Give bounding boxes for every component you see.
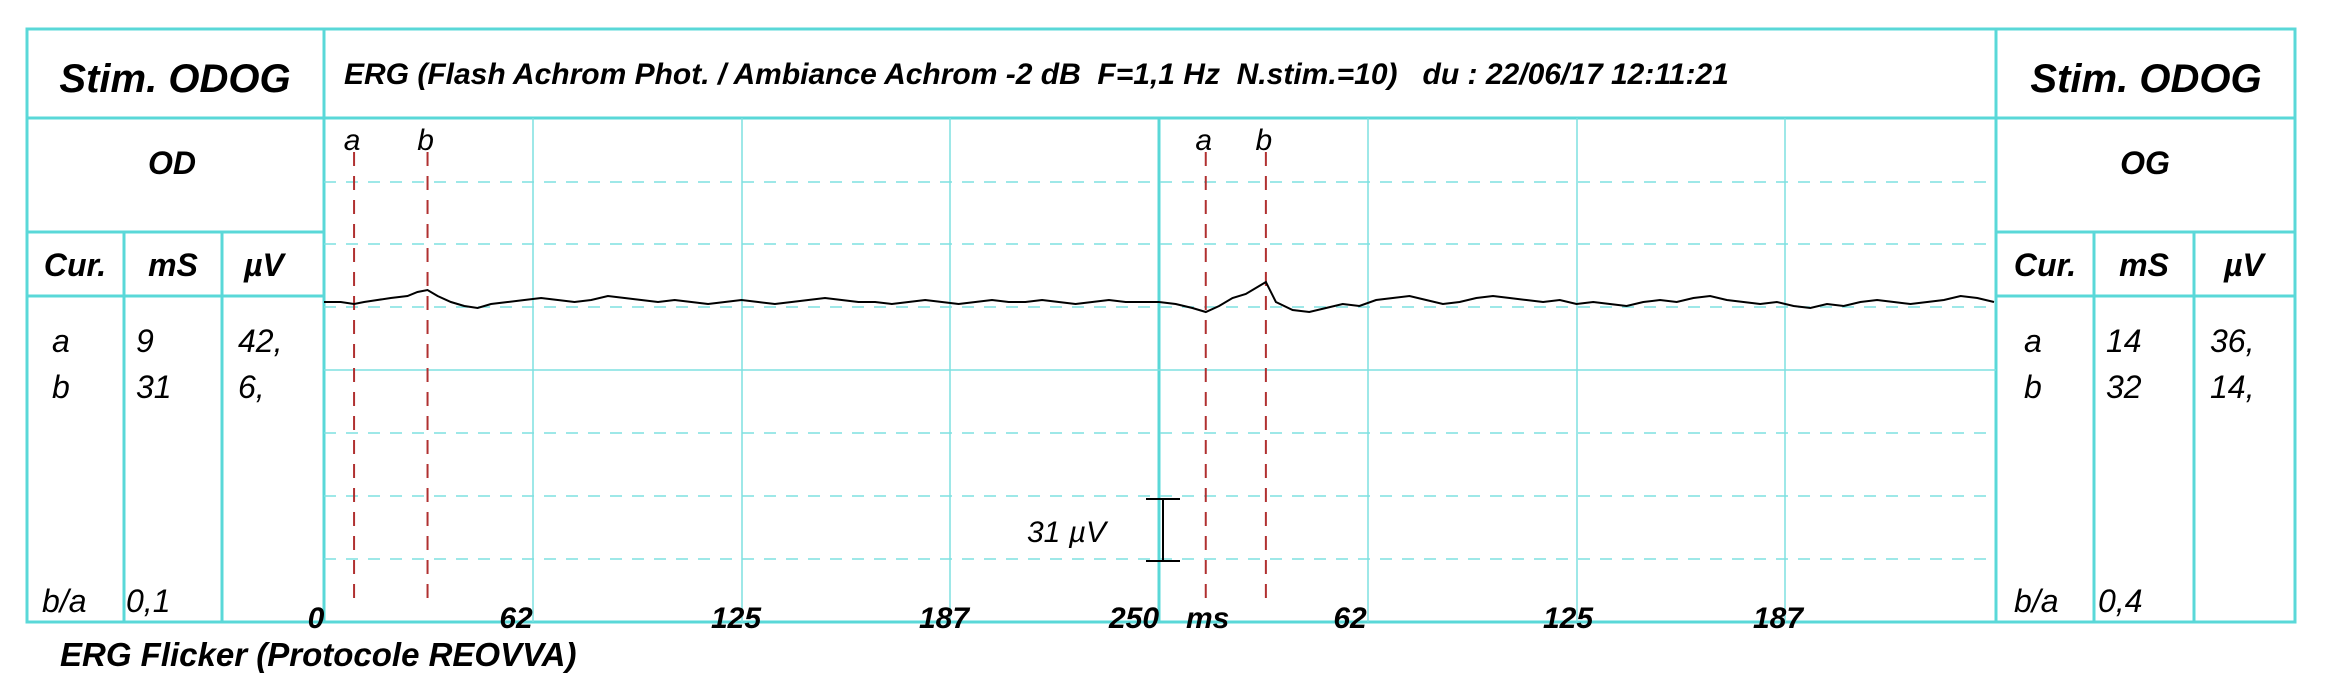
right-title: Stim. ODOG: [2030, 57, 2261, 101]
cursor-label-og-b: b: [1256, 124, 1273, 157]
x-tick-label: 187: [1753, 602, 1804, 635]
x-tick-label: 62: [1333, 602, 1367, 635]
center-title: ERG (Flash Achrom Phot. / Ambiance Achro…: [344, 58, 1729, 91]
plot-area: a b a b 0 62 125 187 250 62 125 187 31 µV ms: [308, 116, 1998, 635]
scale-bar: [1146, 498, 1180, 562]
left-row-a-cursor: a: [52, 323, 70, 359]
right-panel: OG Cur. mS µV a 14 36, b 32 14, b/a 0,4: [2014, 145, 2267, 619]
cursor-label-od-b: b: [417, 124, 434, 157]
x-unit-label: ms: [1186, 602, 1229, 635]
x-tick-label: 187: [919, 602, 970, 635]
x-tick-label: 0: [308, 602, 325, 635]
left-eye-label: OD: [148, 145, 196, 181]
cursor-label-og-a: a: [1195, 124, 1212, 157]
trace-og: [1158, 280, 1995, 314]
left-col-cur: Cur.: [44, 247, 106, 283]
left-row-a-uv: 42,: [238, 323, 282, 359]
right-ratio-value: 0,4: [2098, 583, 2142, 619]
right-row-b-uv: 14,: [2210, 369, 2254, 405]
left-ratio-label: b/a: [42, 583, 86, 619]
x-tick-label: 125: [711, 602, 762, 635]
right-row-a-cursor: a: [2024, 323, 2042, 359]
left-row-b-cursor: b: [52, 369, 70, 405]
right-col-uv: µV: [2223, 247, 2266, 283]
left-ratio-value: 0,1: [126, 583, 170, 619]
scale-bar-label: 31 µV: [1027, 516, 1109, 549]
right-col-cur: Cur.: [2014, 247, 2076, 283]
x-tick-label: 125: [1543, 602, 1594, 635]
right-ratio-label: b/a: [2014, 583, 2058, 619]
left-row-b-ms: 31: [136, 369, 172, 405]
footer-protocol: ERG Flicker (Protocole REOVVA): [60, 636, 577, 673]
left-col-ms: mS: [148, 247, 198, 283]
left-row-a-ms: 9: [136, 323, 154, 359]
right-row-a-uv: 36,: [2210, 323, 2254, 359]
right-row-b-ms: 32: [2106, 369, 2142, 405]
cursor-label-od-a: a: [344, 124, 361, 157]
erg-traces: [324, 280, 1995, 314]
right-col-ms: mS: [2119, 247, 2169, 283]
right-eye-label: OG: [2120, 145, 2170, 181]
right-row-a-ms: 14: [2106, 323, 2142, 359]
left-col-uv: µV: [243, 247, 286, 283]
trace-od: [324, 288, 1159, 310]
x-tick-labels: 0 62 125 187 250 62 125 187: [308, 602, 1805, 635]
left-panel: OD Cur. mS µV a 9 42, b 31 6, b/a 0,1: [42, 145, 287, 619]
left-title: Stim. ODOG: [59, 57, 290, 101]
x-tick-label: 250: [1108, 602, 1159, 635]
x-tick-label: 62: [499, 602, 533, 635]
left-row-b-uv: 6,: [238, 369, 265, 405]
right-row-b-cursor: b: [2024, 369, 2042, 405]
